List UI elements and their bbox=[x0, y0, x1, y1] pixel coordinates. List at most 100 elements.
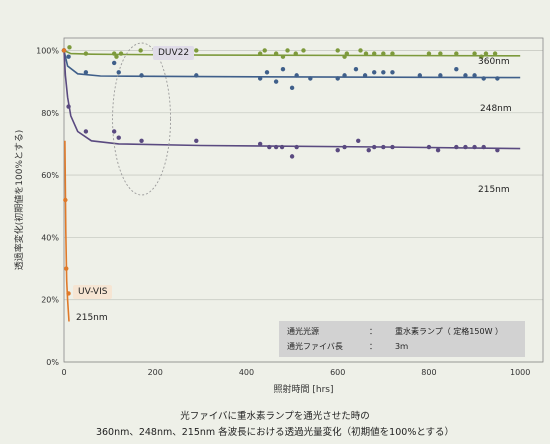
fit-curve bbox=[63, 50, 521, 79]
data-point bbox=[495, 76, 500, 81]
x-tick-label: 1000 bbox=[510, 368, 530, 377]
y-axis-label: 透過率変化(初期値を100%とする) bbox=[13, 130, 25, 270]
data-point bbox=[495, 147, 500, 153]
x-tick-label: 400 bbox=[239, 368, 254, 377]
x-axis-label: 照射時間 [hrs] bbox=[274, 383, 334, 395]
data-point bbox=[426, 51, 432, 56]
y-tick-label: 80% bbox=[41, 109, 59, 118]
plot-frame bbox=[63, 37, 544, 363]
caption-line-1: 光ファイバに重水素ランプを通光させた時の bbox=[180, 411, 370, 422]
x-tick-label: 800 bbox=[421, 368, 436, 377]
data-point bbox=[294, 144, 299, 150]
data-point bbox=[356, 138, 361, 144]
data-point bbox=[83, 51, 89, 56]
data-point bbox=[342, 54, 347, 59]
data-point bbox=[463, 144, 468, 150]
data-point bbox=[116, 135, 121, 140]
data-point bbox=[438, 73, 443, 78]
data-point bbox=[257, 76, 263, 81]
data-point bbox=[66, 291, 71, 296]
y-tick-label: 40% bbox=[41, 233, 59, 242]
data-point bbox=[363, 51, 369, 56]
fit-curve bbox=[63, 50, 521, 150]
fiber-length-value: 3ｍ bbox=[395, 342, 409, 351]
duv22-tag: DUV22 bbox=[153, 46, 195, 60]
fit-curve bbox=[64, 140, 70, 322]
data-point bbox=[64, 266, 69, 271]
data-point bbox=[390, 144, 395, 150]
data-point bbox=[372, 144, 377, 150]
data-point bbox=[293, 51, 298, 56]
data-point bbox=[362, 73, 368, 78]
data-point bbox=[472, 51, 477, 56]
light-source-colon: ： bbox=[369, 327, 377, 336]
y-tick-label: 20% bbox=[41, 296, 59, 305]
data-point bbox=[267, 144, 272, 150]
conditions-box: 通光光源 ： 重水素ランプ（ 定格150W ） 通光ファイバ長 ： 3ｍ bbox=[279, 321, 525, 357]
x-tick-label: 200 bbox=[148, 368, 163, 377]
data-point bbox=[481, 76, 486, 81]
data-point bbox=[139, 73, 144, 78]
data-point bbox=[483, 51, 489, 56]
data-point bbox=[438, 51, 443, 56]
data-point bbox=[335, 147, 340, 153]
data-point bbox=[280, 54, 286, 59]
data-point bbox=[289, 85, 295, 91]
x-tick-label: 600 bbox=[330, 368, 345, 377]
data-point bbox=[417, 73, 423, 78]
y-tick-label: 0% bbox=[46, 358, 59, 367]
data-point bbox=[342, 144, 347, 150]
data-point bbox=[289, 154, 295, 159]
label-360nm: 360nm bbox=[478, 57, 510, 67]
data-point bbox=[63, 197, 68, 203]
light-source-value: 重水素ランプ（ 定格150W ） bbox=[395, 327, 504, 336]
data-point bbox=[492, 51, 498, 56]
light-source-label: 通光光源 bbox=[287, 327, 319, 336]
data-point bbox=[344, 51, 350, 56]
data-point bbox=[294, 73, 299, 78]
data-point bbox=[279, 144, 285, 150]
data-point bbox=[335, 48, 340, 53]
fiber-length-colon: ： bbox=[369, 342, 377, 351]
data-point bbox=[372, 70, 377, 75]
label-215nm: 215nm bbox=[478, 185, 510, 195]
data-point bbox=[111, 60, 117, 66]
data-point bbox=[463, 73, 468, 78]
data-point bbox=[111, 129, 117, 134]
duv-highlight-ellipse bbox=[112, 42, 172, 196]
data-point bbox=[138, 48, 143, 53]
data-point bbox=[257, 51, 263, 56]
data-point bbox=[114, 54, 119, 59]
data-point bbox=[372, 51, 377, 56]
label-uvvis-215nm: 215nm bbox=[76, 313, 108, 323]
data-point bbox=[273, 79, 279, 84]
data-point bbox=[472, 144, 477, 150]
caption-line-2: 360nm、248nm、215nm 各波長における透過光量変化（初期値を100%… bbox=[95, 427, 455, 438]
data-point bbox=[280, 66, 286, 72]
grid-lines bbox=[64, 50, 543, 363]
data-point bbox=[139, 138, 144, 144]
data-point bbox=[273, 51, 279, 56]
data-point bbox=[479, 54, 484, 59]
y-tick-label: 100% bbox=[36, 46, 59, 55]
data-point bbox=[301, 48, 306, 53]
data-point bbox=[381, 51, 386, 56]
label-248nm: 248nm bbox=[480, 104, 512, 114]
data-point bbox=[273, 144, 279, 150]
data-point bbox=[481, 144, 486, 150]
data-point bbox=[83, 129, 89, 134]
data-point bbox=[381, 144, 386, 150]
data-point bbox=[454, 144, 459, 150]
fit-curve bbox=[63, 49, 521, 57]
data-point bbox=[66, 104, 71, 109]
data-point bbox=[111, 51, 117, 56]
fiber-length-label: 通光ファイバ長 bbox=[287, 342, 343, 351]
data-point bbox=[472, 73, 477, 78]
data-point bbox=[194, 73, 199, 78]
data-point bbox=[454, 66, 459, 72]
fiber-length-row: 通光ファイバ長 ： 3ｍ bbox=[287, 341, 408, 352]
data-point bbox=[381, 70, 386, 75]
data-point bbox=[61, 48, 67, 53]
data-point bbox=[257, 141, 263, 147]
